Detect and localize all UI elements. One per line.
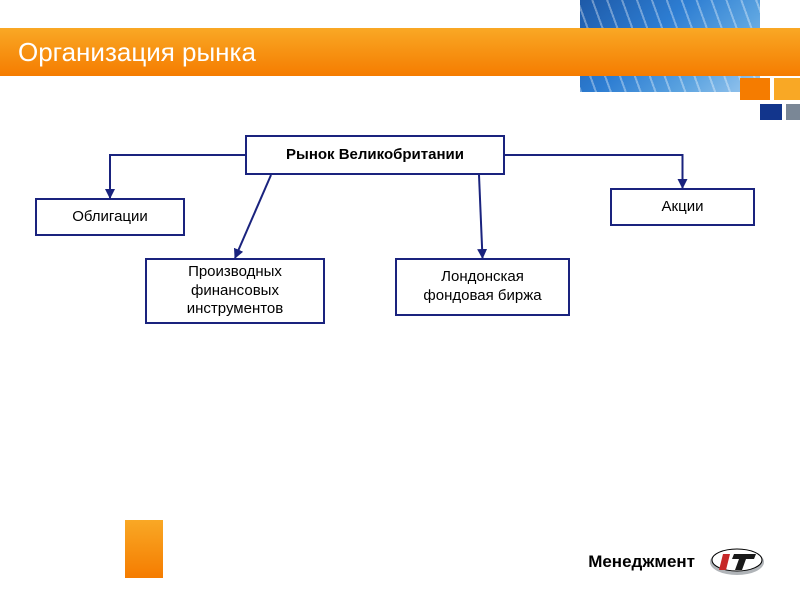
title-band: Организация рынка bbox=[0, 28, 800, 76]
diagram-node-bonds: Облигации bbox=[35, 198, 185, 236]
mosaic-tile bbox=[740, 78, 770, 100]
diagram-edge bbox=[235, 175, 271, 258]
mosaic-tile bbox=[786, 104, 800, 120]
diagram-node-lse: Лондонская фондовая биржа bbox=[395, 258, 570, 316]
mosaic-tile bbox=[760, 104, 782, 120]
footer-accent bbox=[125, 520, 163, 578]
mosaic-tile bbox=[774, 78, 800, 100]
diagram-node-root: Рынок Великобритании bbox=[245, 135, 505, 175]
slide-title: Организация рынка bbox=[18, 37, 256, 68]
diagram-edge bbox=[505, 155, 683, 188]
diagram-node-stocks: Акции bbox=[610, 188, 755, 226]
org-chart: Рынок Великобритании Облигации Акции Произв… bbox=[0, 130, 800, 470]
diagram-edge bbox=[479, 175, 483, 258]
diagram-edge bbox=[110, 155, 245, 198]
diagram-node-deriv: Производных финансовых инструментов bbox=[145, 258, 325, 324]
footer-label: Менеджмент bbox=[588, 552, 695, 572]
footer-logo-icon bbox=[708, 546, 766, 578]
